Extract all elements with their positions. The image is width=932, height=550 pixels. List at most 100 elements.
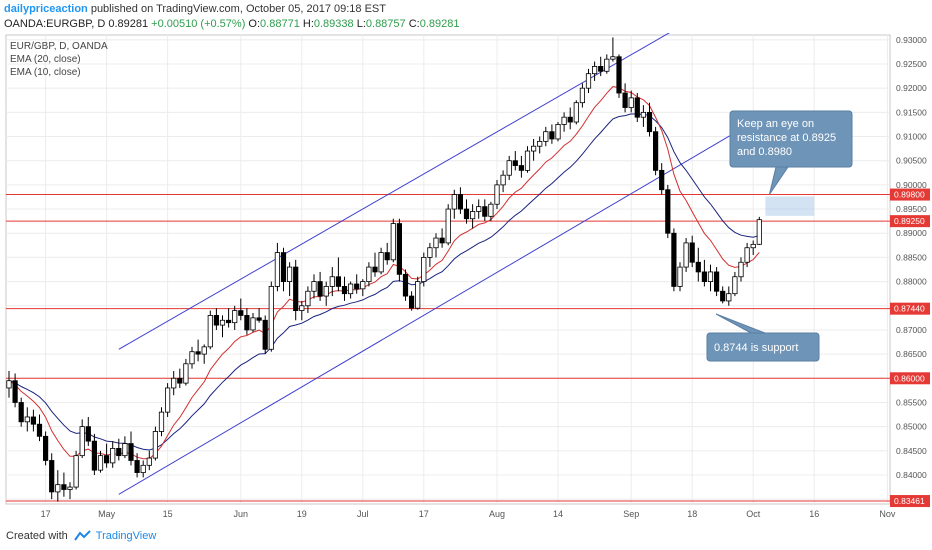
candle <box>628 90 634 113</box>
candle <box>427 242 433 268</box>
candle <box>305 286 311 314</box>
level-price-label: 0.89800 <box>894 190 925 200</box>
candle-body <box>518 165 525 171</box>
candle-body <box>482 206 488 217</box>
candle-body <box>573 102 579 123</box>
channel-line <box>118 33 670 350</box>
candle <box>695 247 701 282</box>
candle <box>573 100 579 125</box>
y-tick-label: 0.91000 <box>896 132 927 142</box>
y-tick-label: 0.87000 <box>896 325 927 335</box>
candle-body <box>512 160 518 166</box>
author-link[interactable]: dailypriceaction <box>4 3 88 15</box>
last-price: 0.89281 <box>108 18 149 30</box>
candle-body <box>256 317 262 321</box>
level-price-tag <box>890 215 930 228</box>
candle-body <box>476 206 482 212</box>
candle <box>653 126 659 176</box>
candle <box>128 431 134 466</box>
candle <box>494 180 500 210</box>
candle <box>286 262 293 297</box>
candle <box>110 441 116 468</box>
candle <box>171 371 177 396</box>
ema-10-line <box>8 86 760 460</box>
candle <box>500 170 506 193</box>
x-tick-label: Sep <box>623 509 639 519</box>
candle-body <box>665 189 671 234</box>
candle <box>750 240 756 255</box>
candle <box>85 416 91 446</box>
x-tick-label: 17 <box>41 509 51 519</box>
candle-body <box>378 252 384 273</box>
y-tick-label: 0.84500 <box>896 446 927 456</box>
candle <box>457 187 464 214</box>
candle <box>256 308 262 323</box>
candle <box>701 259 708 287</box>
candle-body <box>555 124 561 140</box>
candle <box>402 269 409 301</box>
candle <box>140 460 146 478</box>
y-tick-label: 0.90500 <box>896 156 927 166</box>
candle <box>146 450 152 471</box>
candle <box>12 373 18 408</box>
candle <box>476 199 482 219</box>
candle <box>665 184 671 239</box>
callout-box <box>706 332 820 362</box>
candle <box>116 438 122 461</box>
candle-body <box>183 363 189 384</box>
candle <box>219 315 226 338</box>
candle-body <box>494 184 500 205</box>
candle <box>531 138 537 161</box>
candle-body <box>561 116 567 125</box>
callout-text-line: Keep an eye on <box>737 118 814 130</box>
candle-body <box>707 271 714 282</box>
candle-body <box>195 351 201 355</box>
x-tick-label: Nov <box>879 509 896 519</box>
open-label: O: <box>248 18 261 30</box>
candle-body <box>225 319 232 324</box>
candle-body <box>415 281 421 309</box>
candle <box>366 262 372 287</box>
legend-entry: EMA (10, close) <box>10 67 81 78</box>
candle-body <box>457 194 464 210</box>
candle <box>97 450 104 473</box>
candle-body <box>396 223 403 275</box>
publish-info: published on TradingView.com, October 05… <box>87 3 386 15</box>
candle-body <box>146 457 152 466</box>
symbol-label: OANDA:EURGBP, D <box>4 18 106 30</box>
close-label: C: <box>408 18 420 30</box>
candle-body <box>689 242 695 263</box>
candle-body <box>646 111 653 133</box>
candle-body <box>164 387 171 413</box>
x-tick-label: 14 <box>553 509 563 519</box>
candle-body <box>451 194 457 210</box>
price-chart[interactable]: 0.93000 0.92500 0.92000 0.91500 0.91000 0.905… <box>0 33 932 525</box>
candle <box>293 259 299 321</box>
candle <box>238 298 244 321</box>
candle <box>707 264 714 292</box>
candle-body <box>726 293 732 302</box>
candle <box>396 218 403 282</box>
candle <box>714 267 720 297</box>
candle-body <box>171 377 177 389</box>
candle <box>463 199 470 224</box>
y-tick-label: 0.88500 <box>896 252 927 262</box>
level-price-tag <box>890 372 930 385</box>
candle-body <box>299 305 305 311</box>
candle <box>268 281 274 352</box>
candle-body <box>543 131 549 142</box>
candle <box>311 274 317 299</box>
candle-body <box>469 211 476 220</box>
callout-box <box>729 110 853 168</box>
candle <box>250 313 256 333</box>
candle <box>677 262 683 292</box>
candle <box>177 368 183 388</box>
candle <box>329 267 335 297</box>
candle <box>347 281 354 299</box>
candle <box>323 281 329 306</box>
candle-body <box>335 276 342 287</box>
candle-body <box>61 484 67 490</box>
legend-entry: EMA (20, close) <box>10 54 81 65</box>
candle-body <box>756 219 762 245</box>
tradingview-brand[interactable]: TradingView <box>95 530 157 542</box>
